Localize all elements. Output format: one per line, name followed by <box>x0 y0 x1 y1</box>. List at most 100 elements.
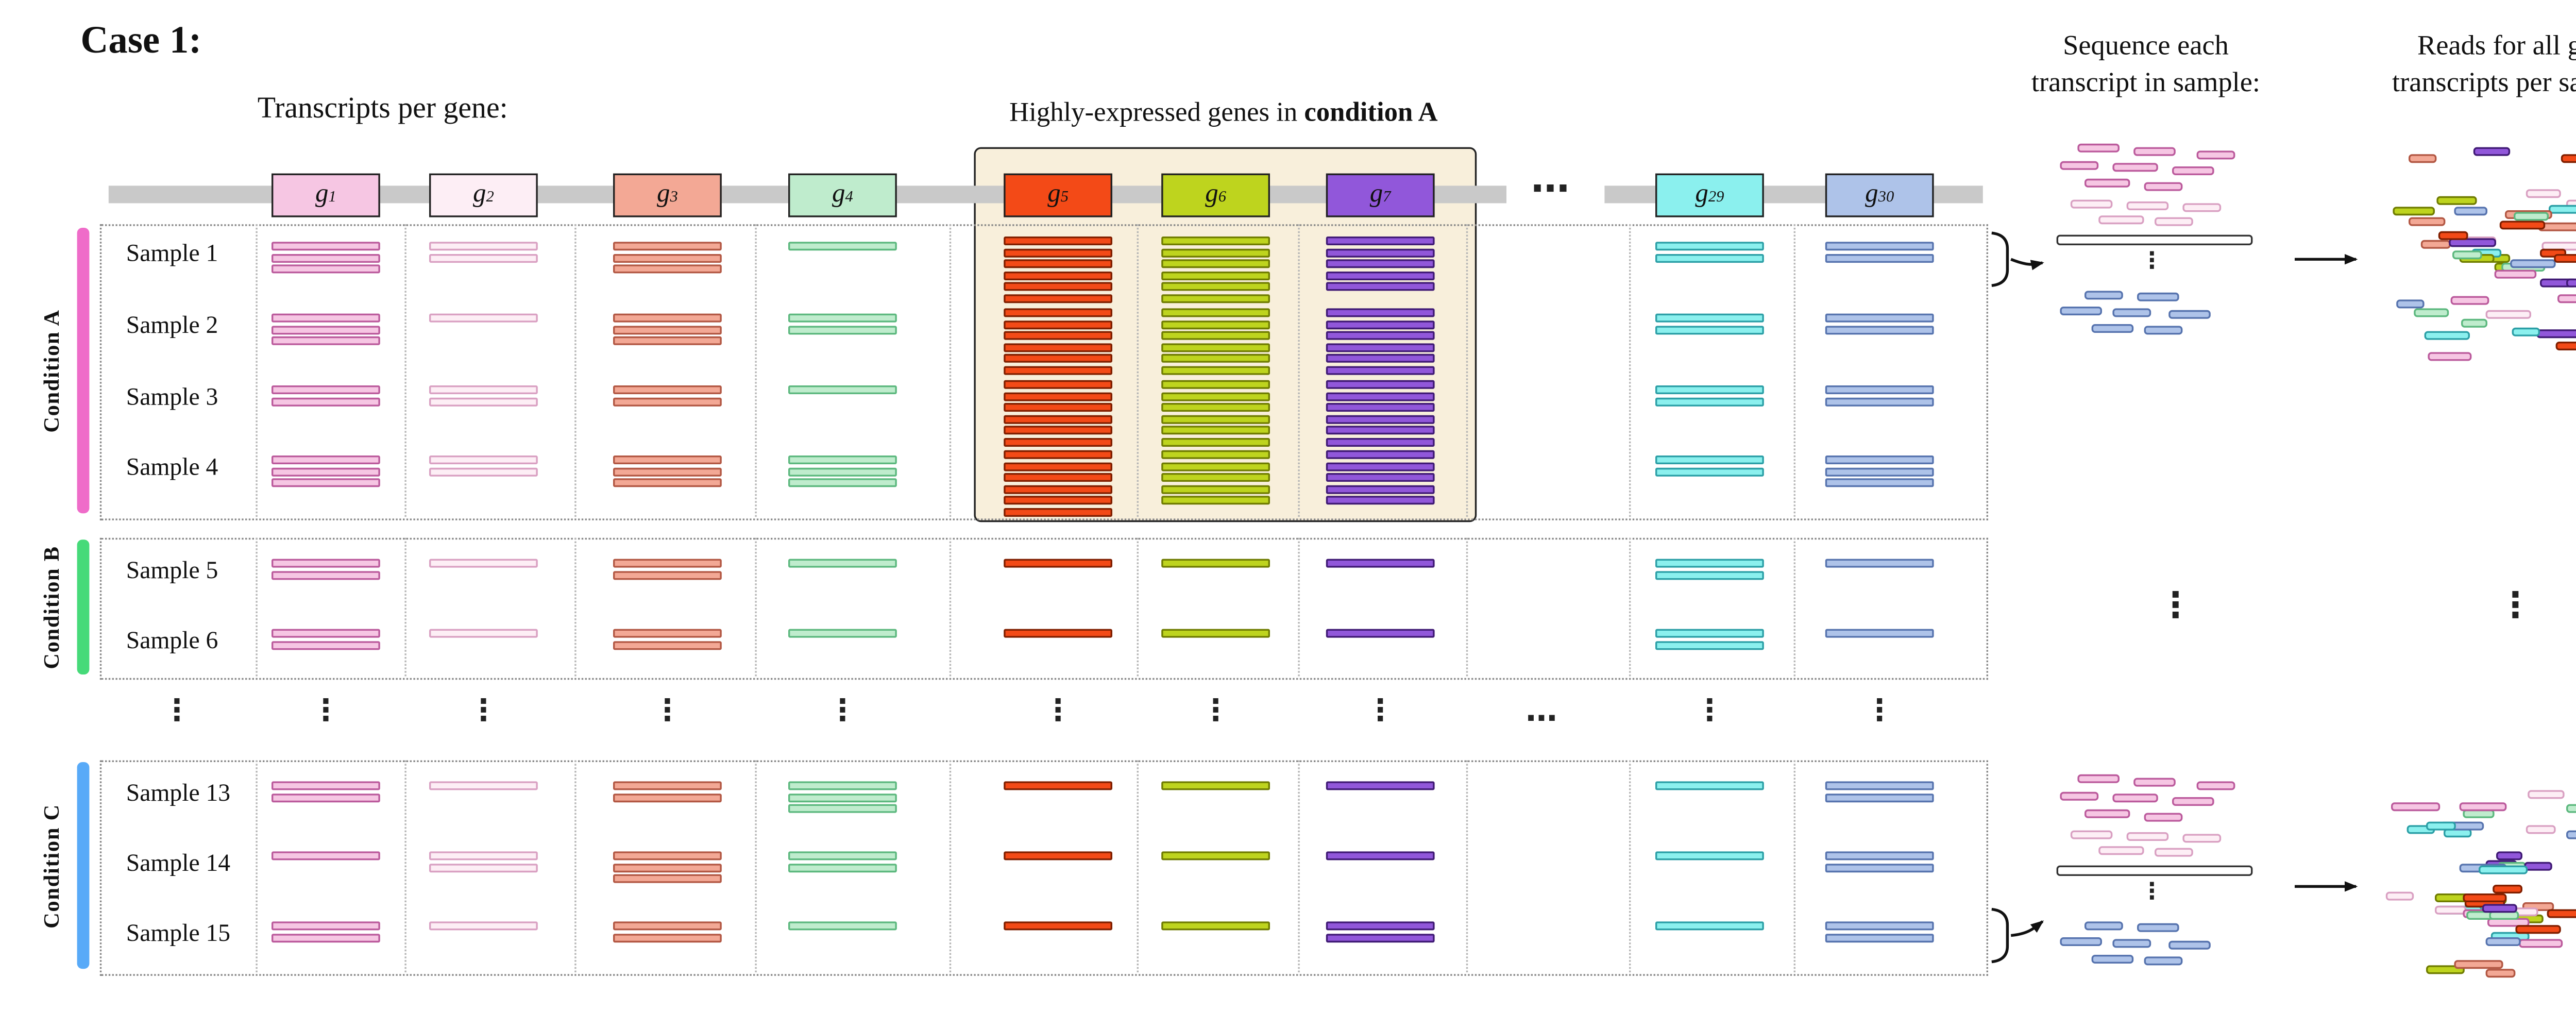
transcript-bar <box>1825 397 1934 406</box>
read-bar <box>2182 834 2222 843</box>
column-separator <box>574 537 577 677</box>
transcript-bar <box>1326 496 1435 505</box>
column-separator <box>1466 224 1468 517</box>
transcript-bar <box>1004 271 1112 280</box>
column-separator <box>574 760 577 972</box>
read-bar <box>2133 147 2176 156</box>
read-bar <box>2196 781 2235 790</box>
sample-label: Sample 3 <box>126 385 218 412</box>
transcript-bar <box>1825 863 1934 872</box>
read-bar <box>2426 821 2455 831</box>
gene-label-subscript: 2 <box>486 187 494 205</box>
read-bar <box>2438 230 2468 240</box>
read-bar <box>2084 809 2130 818</box>
transcript-bar <box>1326 450 1435 459</box>
read-bar <box>2112 308 2151 317</box>
transcript-bar <box>429 253 538 262</box>
read-bar <box>2060 937 2102 946</box>
condition-group-c <box>99 760 1988 976</box>
column-separator <box>1793 537 1795 677</box>
read-bar <box>2434 906 2467 915</box>
condition-bar-a <box>77 228 90 514</box>
read-bar <box>2424 331 2470 340</box>
gene-label-subscript: 29 <box>1708 187 1724 205</box>
transcript-bar <box>1004 485 1112 494</box>
transcript-bar <box>1161 331 1270 341</box>
transcript-bar <box>1161 559 1270 568</box>
read-bar <box>2155 848 2193 857</box>
transcript-bar <box>1004 248 1112 257</box>
read-bar <box>2137 923 2179 932</box>
condition-label: Condition B <box>39 545 64 669</box>
transcript-bar <box>1161 473 1270 482</box>
transcript-bar <box>1326 629 1435 638</box>
condition-group-b <box>99 537 1988 680</box>
transcript-bar <box>1161 851 1270 861</box>
transcript-bar <box>1004 259 1112 268</box>
row-ellipsis: ⋮ <box>162 694 192 729</box>
transcript-bar <box>1655 313 1764 323</box>
transcript-bar <box>1655 629 1764 638</box>
transcripts-per-gene-label: Transcripts per gene: <box>257 91 508 125</box>
read-bar <box>2427 352 2471 361</box>
transcript-bar <box>429 921 538 931</box>
transcript-bar <box>1004 366 1112 375</box>
row-ellipsis: ⋮ <box>827 694 858 729</box>
read-transcript-outline <box>2056 234 2253 245</box>
transcript-bar <box>429 397 538 406</box>
transcript-bar <box>1004 438 1112 447</box>
transcript-bar <box>788 804 897 814</box>
read-bar <box>2391 802 2440 811</box>
transcript-bar <box>788 781 897 790</box>
transcript-bar <box>788 385 897 394</box>
transcript-bar <box>1655 253 1764 262</box>
transcript-bar <box>429 629 538 638</box>
transcript-bar <box>429 467 538 476</box>
transcript-bar <box>272 313 380 323</box>
transcript-bar <box>1004 392 1112 401</box>
transcript-bar <box>1004 282 1112 292</box>
read-bar <box>2172 166 2214 175</box>
transcript-bar <box>1161 308 1270 317</box>
read-bar <box>2514 212 2550 222</box>
transcript-bar <box>1004 331 1112 341</box>
transcript-bar <box>429 851 538 861</box>
column-separator <box>256 224 258 517</box>
transcript-bar <box>1004 355 1112 364</box>
read-bar <box>2555 342 2576 351</box>
transcript-bar <box>1326 355 1435 364</box>
transcript-bar <box>613 629 722 638</box>
read-bar <box>2536 330 2576 339</box>
transcript-bar <box>1326 473 1435 482</box>
read-bar <box>2077 774 2120 783</box>
condition-group-a <box>99 224 1988 520</box>
read-bar <box>2098 215 2144 225</box>
read-bar <box>2060 161 2099 170</box>
sample-label: Sample 6 <box>126 629 218 655</box>
transcript-bar <box>1161 343 1270 352</box>
read-bar <box>2144 182 2183 191</box>
sample-label: Sample 5 <box>126 559 218 585</box>
transcript-bar <box>272 397 380 406</box>
read-bar <box>2414 308 2449 317</box>
read-bar <box>2077 143 2120 153</box>
read-bar <box>2137 292 2179 301</box>
transcript-bar <box>1326 851 1435 861</box>
read-bar <box>2182 203 2222 212</box>
read-bar <box>2168 310 2211 319</box>
transcript-bar <box>613 456 722 464</box>
genome-ellipsis: ⋯ <box>1531 168 1573 212</box>
read-bar <box>2546 908 2576 918</box>
transcript-bar <box>272 336 380 346</box>
transcript-bar <box>1326 559 1435 568</box>
read-bar <box>2566 804 2576 814</box>
reads-cluster-sample15: ⋮ <box>2053 774 2290 985</box>
gene-label: g <box>1695 180 1708 209</box>
read-bar <box>2408 154 2436 163</box>
read-bar <box>2112 163 2158 172</box>
read-bar <box>2489 911 2520 920</box>
column-separator <box>755 224 757 517</box>
transcript-bar <box>1326 438 1435 447</box>
transcript-bar <box>1655 570 1764 580</box>
